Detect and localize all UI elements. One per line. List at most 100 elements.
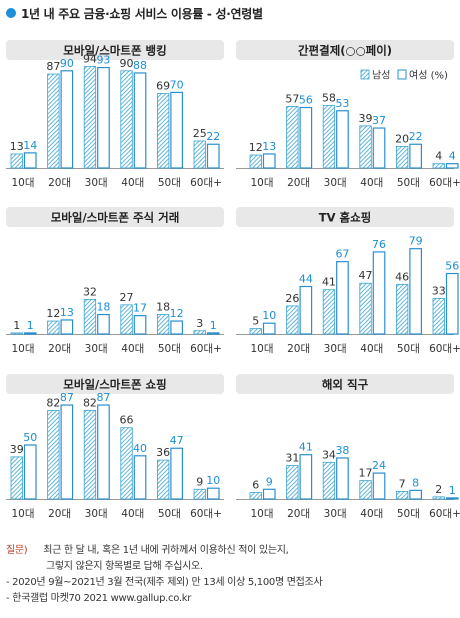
bar-male — [359, 480, 372, 500]
bar-male — [47, 320, 60, 335]
chart-title: 모바일/스마트폰 쇼핑 — [63, 378, 166, 392]
x-tick-label: 10대 — [11, 508, 34, 520]
question-row: 질문) 최근 한 달 내, 혹은 1년 내에 귀하께서 이용하신 적이 있는지, — [6, 543, 456, 559]
data-label-female: 79 — [409, 235, 423, 248]
data-label-male: 17 — [359, 467, 373, 480]
x-tick-label: 30대 — [85, 508, 108, 520]
x-tick-label: 10대 — [250, 508, 273, 520]
chart-header — [236, 374, 454, 394]
chart-title: TV 홈쇼핑 — [319, 211, 372, 225]
x-tick-label: 50대 — [397, 177, 420, 189]
bar-male — [193, 488, 206, 500]
data-label-female: 93 — [96, 54, 110, 67]
data-label-male: 87 — [46, 60, 60, 73]
data-label-male: 34 — [322, 448, 336, 461]
footer: 질문) 최근 한 달 내, 혹은 1년 내에 귀하께서 이용하신 적이 있는지,… — [6, 543, 456, 607]
bar-female — [409, 248, 422, 335]
data-label-male: 20 — [395, 132, 409, 145]
bar-female — [409, 143, 422, 169]
bar-female — [445, 163, 459, 169]
data-label-female: 8 — [412, 476, 419, 489]
data-label-male: 4 — [435, 150, 442, 163]
data-label-male: 66 — [120, 414, 134, 427]
bar-male — [249, 328, 262, 335]
data-label-female: 10 — [262, 309, 276, 322]
data-label-male: 90 — [120, 57, 134, 70]
data-label-male: 7 — [399, 477, 406, 490]
bar-male — [10, 153, 23, 169]
data-label-female: 67 — [335, 248, 349, 261]
bar-female — [133, 72, 147, 169]
data-label-male: 3 — [196, 317, 203, 330]
bar-male — [395, 491, 409, 500]
data-label-male: 58 — [322, 91, 336, 104]
data-label-male: 69 — [156, 79, 170, 92]
x-tick-label: 40대 — [360, 508, 383, 520]
x-tick-label: 50대 — [158, 343, 181, 355]
x-tick-label: 60대+ — [429, 508, 460, 520]
chart-header — [6, 207, 224, 227]
data-label-male: 9 — [196, 475, 203, 488]
data-label-female: 44 — [299, 272, 313, 285]
data-label-male: 82 — [83, 396, 97, 409]
bar-female — [445, 497, 459, 500]
footer-note-source: - 한국갤럽 마켓70 2021 www.gallup.co.kr — [6, 593, 192, 604]
bar-female — [445, 272, 459, 335]
bar-female — [206, 143, 220, 169]
bar-male — [156, 93, 170, 169]
chart-header — [6, 40, 224, 60]
chart-title: 모바일/스마트폰 뱅킹 — [63, 44, 166, 58]
x-tick-label: 30대 — [324, 177, 347, 189]
data-label-male: 57 — [285, 92, 299, 105]
data-label-male: 46 — [395, 270, 409, 283]
bar-male — [322, 104, 336, 169]
title-bullet-icon — [6, 8, 16, 18]
bar-male — [120, 304, 133, 335]
bar-female — [23, 444, 37, 500]
data-label-male: 12 — [46, 307, 60, 320]
data-label-female: 18 — [96, 301, 110, 314]
bar-female — [262, 488, 276, 500]
bar-female — [23, 332, 37, 335]
bar-female — [372, 472, 386, 500]
data-label-male: 33 — [432, 284, 446, 297]
bar-female — [97, 313, 110, 335]
data-label-female: 56 — [299, 94, 313, 107]
bar-male — [395, 283, 409, 335]
data-label-female: 22 — [409, 130, 423, 143]
bar-male — [120, 70, 133, 169]
bar-female — [372, 127, 386, 169]
data-label-male: 39 — [359, 112, 373, 125]
bar-female — [206, 332, 220, 335]
question-label: 질문) — [6, 545, 28, 556]
bar-female — [170, 447, 183, 500]
question-line-1: 최근 한 달 내, 혹은 1년 내에 귀하께서 이용하신 적이 있는지, — [43, 545, 289, 556]
bar-male — [193, 330, 206, 335]
data-label-male: 41 — [322, 276, 336, 289]
data-label-female: 90 — [60, 57, 74, 70]
bar-male — [286, 465, 299, 500]
x-tick-label: 40대 — [360, 177, 383, 189]
data-label-female: 1 — [210, 319, 217, 332]
bar-female — [299, 454, 313, 500]
bar-female — [336, 261, 349, 335]
x-tick-label: 60대+ — [190, 508, 222, 520]
bar-female — [133, 315, 147, 335]
bar-male — [83, 410, 97, 500]
bar-female — [60, 319, 74, 335]
bar-female — [97, 66, 110, 169]
question-line-2: 그렇지 않은지 항목별로 답해 주십시오. — [46, 561, 203, 572]
x-tick-label: 40대 — [121, 177, 144, 189]
chart-header — [6, 374, 224, 394]
x-tick-label: 30대 — [324, 343, 347, 355]
bar-female — [206, 487, 220, 500]
data-label-female: 38 — [335, 444, 349, 457]
bar-female — [170, 91, 183, 169]
bar-male — [83, 299, 97, 335]
data-label-male: 39 — [10, 443, 24, 456]
data-label-female: 70 — [170, 78, 184, 91]
chart-title: 해외 직구 — [322, 378, 369, 392]
